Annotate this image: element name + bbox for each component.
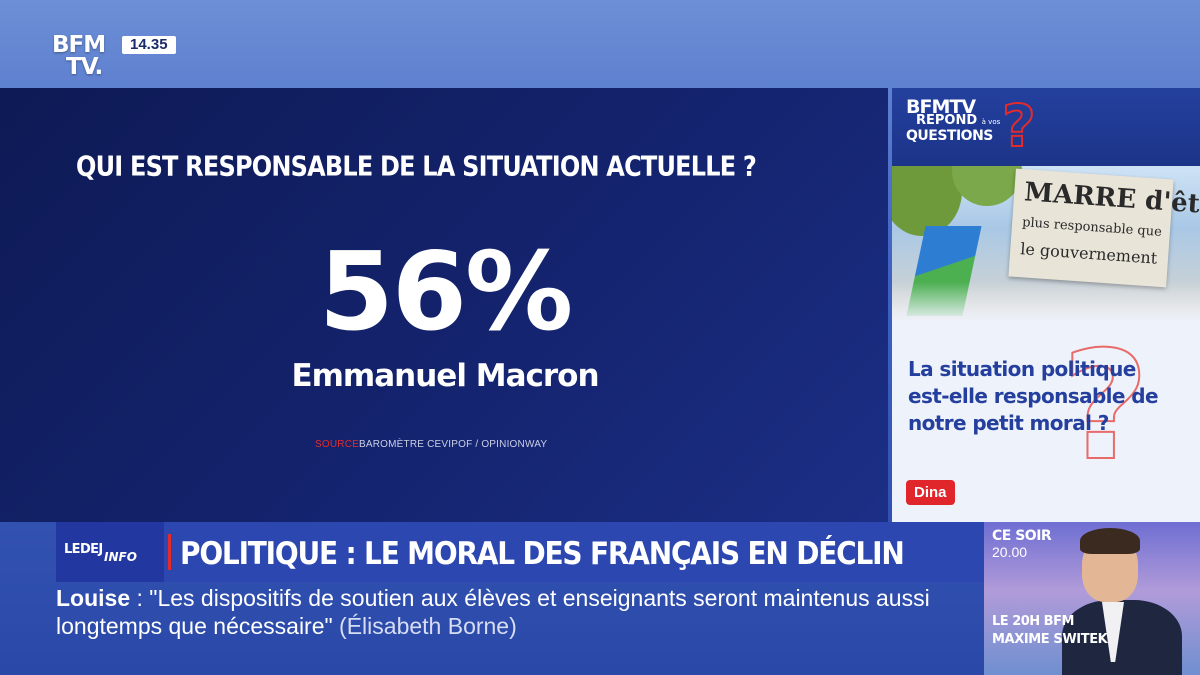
poll-question: QUI EST RESPONSABLE DE LA SITUATION ACTU… <box>76 150 757 183</box>
question-mark-icon: ? <box>1001 91 1037 161</box>
show-logo-info: INFO <box>104 550 137 564</box>
sign-line-1: MARRE d'être <box>1023 177 1200 222</box>
promo-label: CE SOIR <box>992 528 1052 544</box>
headline: POLITIQUE : LE MORAL DES FRANÇAIS EN DÉC… <box>180 535 905 572</box>
ticker-name: Louise <box>56 585 131 611</box>
poll-panel: QUI EST RESPONSABLE DE LA SITUATION ACTU… <box>0 88 888 522</box>
show-logo: LEDEJ INFO <box>56 522 164 582</box>
show-logo-ledej: LEDEJ <box>64 542 103 557</box>
brand-line-3: QUESTIONS <box>906 128 993 144</box>
tonight-promo: CE SOIR 20.00 LE 20H BFM MAXIME SWITEK <box>984 522 1200 675</box>
poll-person: Emmanuel Macron <box>291 358 599 394</box>
brand-line-2: REPOND à vos <box>906 114 1000 129</box>
poll-percent: 56% <box>318 230 574 355</box>
headline-bar: LEDEJ INFO POLITIQUE : LE MORAL DES FRAN… <box>56 522 984 582</box>
clock: 14.35 <box>122 36 176 54</box>
poll-source: SOURCEBAROMÈTRE CEVIPOF / OPINIONWAY <box>315 439 547 450</box>
bfmtv-logo: BFM TV. <box>52 32 106 80</box>
sign-line-2: plus responsable que <box>1021 215 1163 240</box>
brand-line-1: BFMTV <box>906 96 976 118</box>
protest-sign: MARRE d'être plus responsable que le gou… <box>1008 168 1200 288</box>
sidebar-brand: BFMTV REPOND à vos QUESTIONS <box>906 96 1000 144</box>
ticker: Louise : "Les dispositifs de soutien aux… <box>56 584 984 654</box>
sidebar-title: La situation politique est-elle responsa… <box>908 357 1159 435</box>
tree-shape <box>952 166 1022 206</box>
anchor-hair <box>1080 528 1140 554</box>
brand-small: à vos <box>981 118 1001 126</box>
promo-show: LE 20H BFM <box>992 614 1074 629</box>
source-text: BAROMÈTRE CEVIPOF / OPINIONWAY <box>358 439 548 450</box>
sidebar-header: BFMTV REPOND à vos QUESTIONS ? <box>892 88 1200 166</box>
logo-line-2: TV. <box>66 54 103 80</box>
ticker-quote: : "Les dispositifs de soutien aux élèves… <box>56 585 930 639</box>
sidebar-card: ? La situation politique est-elle respon… <box>892 322 1200 522</box>
big-question-mark-icon: ? <box>1061 320 1150 494</box>
brand-repond: REPOND <box>916 113 978 128</box>
presenter-tag: Dina <box>906 480 955 505</box>
headline-separator <box>168 534 171 570</box>
photo-fade <box>892 282 1200 322</box>
sign-line-3: le gouvernement <box>1019 239 1158 268</box>
source-label: SOURCE <box>315 439 359 450</box>
protest-photo: MARRE d'être plus responsable que le gou… <box>892 166 1200 322</box>
sidebar-panel: BFMTV REPOND à vos QUESTIONS ? MARRE d'ê… <box>892 88 1200 522</box>
promo-host: MAXIME SWITEK <box>992 632 1108 647</box>
promo-time: 20.00 <box>992 544 1028 560</box>
logo-line-1: BFM <box>52 32 106 58</box>
ticker-author: (Élisabeth Borne) <box>332 613 517 639</box>
